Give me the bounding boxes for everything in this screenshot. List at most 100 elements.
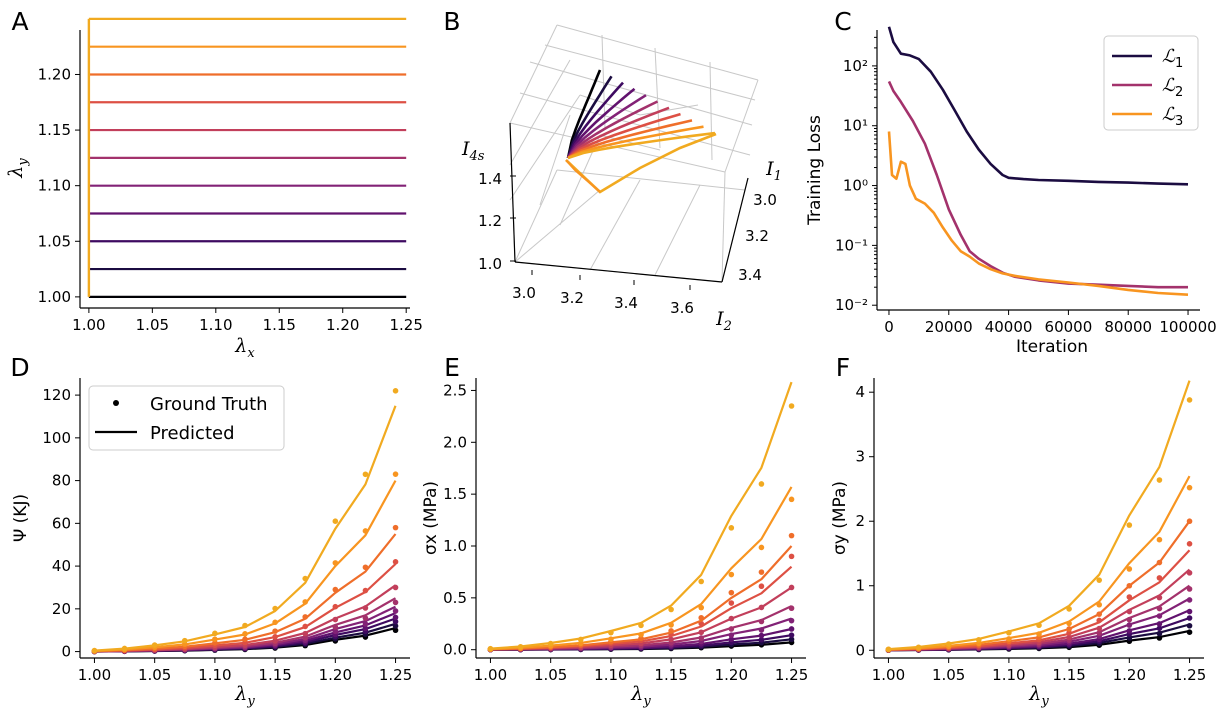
panelD-ytick-label: 120 — [42, 386, 71, 404]
panelE-truth-point — [758, 583, 765, 590]
panelE-ytick-label: 1.0 — [443, 537, 467, 555]
panelF-truth-point — [1186, 541, 1193, 547]
panelE-truth-point — [728, 525, 735, 531]
panelB-grid-line — [639, 104, 699, 116]
panelD-xtick-label: 1.15 — [258, 666, 291, 684]
panelB-ztick-label: 1.4 — [478, 170, 502, 188]
panelF-xtick-label: 1.00 — [872, 666, 905, 684]
panelB-curve-2 — [566, 81, 624, 159]
panelA-ylabel: λy — [5, 158, 31, 179]
panelC-xtick-label: 20000 — [925, 318, 973, 336]
panelE-truth-point — [547, 640, 554, 647]
panelB-ylabel: I1 — [765, 158, 782, 184]
panelF-xtick-label: 1.10 — [992, 666, 1025, 684]
panelD-truth-point — [392, 608, 399, 614]
panelB-ytick-label: 3.2 — [745, 227, 769, 245]
panelB-curve-1 — [566, 75, 613, 159]
panelD-truth-point — [332, 616, 339, 623]
panelE-xtick-label: 1.15 — [654, 666, 687, 684]
panelA-xtick-label: 1.10 — [199, 316, 232, 334]
panelF-truth-point — [945, 641, 952, 647]
panelB-grid-line — [529, 61, 753, 126]
panelD-truth-point — [181, 637, 188, 644]
panelF-truth-point — [1066, 620, 1072, 627]
panelF-ytick-label: 3 — [855, 448, 865, 466]
panelC-xtick-label: 60000 — [1045, 318, 1093, 336]
panel-tag-F: F — [836, 353, 850, 382]
panelD-truth-point — [332, 628, 339, 635]
panelD-truth-point — [392, 599, 399, 606]
panelB-ztick-label: 1.2 — [478, 212, 502, 230]
panelE-truth-point — [758, 618, 765, 625]
panelF-truth-point — [1156, 536, 1163, 543]
panelD-legend-predicted: Predicted — [150, 423, 235, 444]
panelE-truth-point — [638, 631, 644, 638]
panelD-truth-point — [302, 575, 309, 582]
panelD-xtick-label: 1.25 — [379, 666, 412, 684]
panelD-ytick-label: 60 — [52, 514, 71, 532]
panelE-truth-point — [758, 604, 765, 611]
panelD-truth-point — [392, 471, 399, 477]
panelD-ytick-label: 20 — [52, 600, 71, 618]
panelF-truth-point — [1096, 625, 1103, 632]
panelD-truth-point — [91, 647, 98, 654]
panelD-truth-point — [362, 587, 369, 594]
panelB-grid-line — [721, 171, 726, 283]
panelD-truth-point — [392, 388, 399, 394]
panelF-truth-point — [1156, 477, 1163, 483]
panelD-truth-point — [362, 564, 369, 571]
panelC-xtick-label: 80000 — [1104, 318, 1152, 336]
panelB-zlabel: I4s — [461, 138, 485, 164]
panelD-ytick-label: 80 — [52, 472, 71, 490]
panelA-ytick-label: 1.15 — [38, 121, 71, 139]
panelF-truth-point — [1126, 582, 1133, 589]
panelD-xtick-label: 1.10 — [198, 666, 231, 684]
panelE-truth-point — [728, 589, 735, 596]
panelB-xtick-label: 3.2 — [560, 289, 584, 307]
panelD-truth-point — [332, 586, 339, 593]
panelD-truth-point — [242, 622, 248, 629]
panelF-truth-point — [885, 646, 892, 653]
panelF-truth-point — [1096, 617, 1103, 624]
panelF-truth-point — [1126, 622, 1133, 628]
panelB-grid-line — [654, 47, 661, 149]
panelB-xtick-label: 3.4 — [614, 294, 638, 312]
panelB-xlabel: I2 — [715, 308, 732, 334]
panelF-truth-point — [1186, 518, 1193, 525]
panelE-truth-point — [668, 622, 674, 628]
panelF-truth-point — [1126, 594, 1133, 600]
panelF-truth-point — [1126, 628, 1133, 634]
panelF-truth-point — [1156, 630, 1163, 637]
panelE-truth-point — [668, 606, 674, 613]
panelE-ytick-label: 1.5 — [443, 485, 467, 503]
panelD-truth-point — [302, 630, 309, 637]
panelB-curve-0 — [566, 69, 602, 159]
panelB-grid-line — [589, 179, 641, 271]
panelA-ytick-label: 1.00 — [38, 288, 71, 306]
panelB-curve-5 — [567, 100, 659, 159]
panelF-xtick-label: 1.05 — [932, 666, 965, 684]
panelF-truth-point — [1156, 625, 1163, 632]
panel-tag-B: B — [443, 7, 460, 36]
panelC-legend-label: ℒ3 — [1162, 104, 1183, 129]
panelE-truth-point — [608, 629, 614, 636]
panelF-truth-point — [1066, 606, 1072, 612]
panelB-grid-line — [654, 184, 701, 276]
panelD-truth-point — [392, 618, 399, 625]
panelD-truth-point — [302, 614, 309, 620]
panelD-truth-point — [272, 619, 278, 626]
panelE-truth-point — [487, 645, 494, 652]
panelE-ytick-label: 0.5 — [443, 589, 467, 607]
panelE-predicted-10 — [490, 381, 793, 650]
panelD-legend-truth-marker — [113, 400, 119, 406]
panelF-ytick-label: 2 — [855, 512, 865, 530]
panelE-truth-point — [758, 569, 765, 575]
panelE-truth-point — [698, 629, 705, 636]
panel-tag-C: C — [834, 7, 851, 36]
panelC-legend-label: ℒ1 — [1162, 46, 1183, 71]
panelE-truth-point — [788, 584, 795, 591]
panelF-ytick-label: 1 — [855, 577, 865, 595]
panelD-truth-point — [272, 605, 278, 612]
panelA-xtick-label: 1.20 — [326, 316, 359, 334]
